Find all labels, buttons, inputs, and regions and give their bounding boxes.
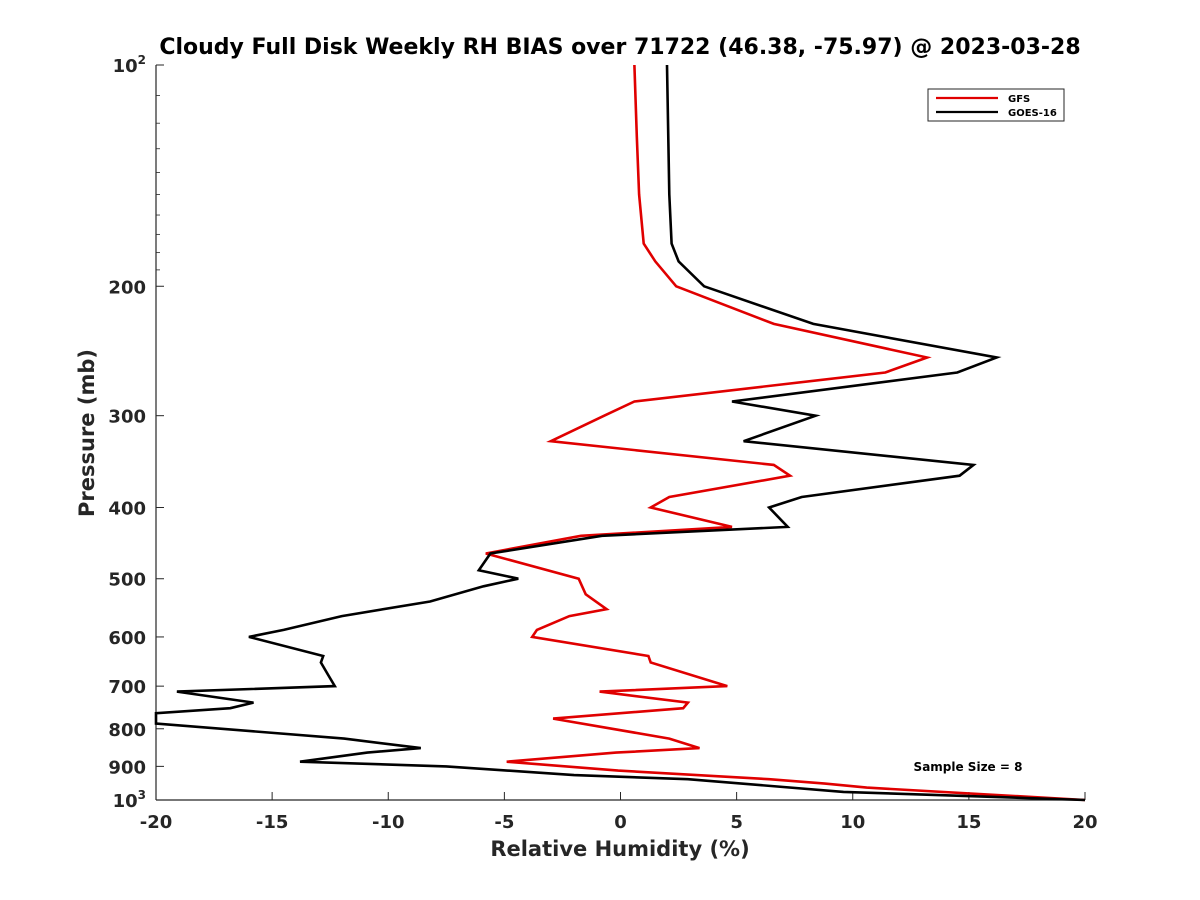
x-tick-label: 15 [956,812,981,833]
x-tick-label: 0 [614,812,627,833]
legend-box [927,88,1065,122]
y-tick-label: 800 [108,720,146,741]
plot-area: -20 -15 -10 -5 0 5 10 15 20 102 200 300 400 500 600 700… [108,53,1097,833]
x-tick-label: -10 [372,812,405,833]
legend-label: GOES-16 [1008,108,1057,119]
sample-size-annotation: Sample Size = 8 [914,760,1023,774]
y-tick-label: 300 [108,407,146,428]
chart-title: Cloudy Full Disk Weekly RH BIAS over 717… [159,35,1080,60]
x-tick-label: -15 [256,812,289,833]
y-tick-label: 900 [108,757,146,778]
y-tick-label: 600 [108,628,146,649]
x-tick-label: -20 [140,812,173,833]
y-axis-label: Pressure (mb) [75,349,99,517]
x-tick-label: 20 [1072,812,1097,833]
y-tick-label: 102 [113,53,146,77]
x-tick-label: 10 [840,812,865,833]
y-tick-label: 103 [113,788,146,812]
y-tick-label: 400 [108,499,146,520]
series-line-goes-16 [154,64,1086,802]
x-axis-label: Relative Humidity (%) [490,837,749,861]
y-tick-label: 700 [108,677,146,698]
y-tick-label: 200 [108,277,146,298]
legend-label: GFS [1008,94,1030,105]
x-tick-label: 5 [730,812,743,833]
series-line-gfs [485,64,1086,802]
y-tick-label: 500 [108,570,146,591]
x-tick-label: -5 [494,812,514,833]
